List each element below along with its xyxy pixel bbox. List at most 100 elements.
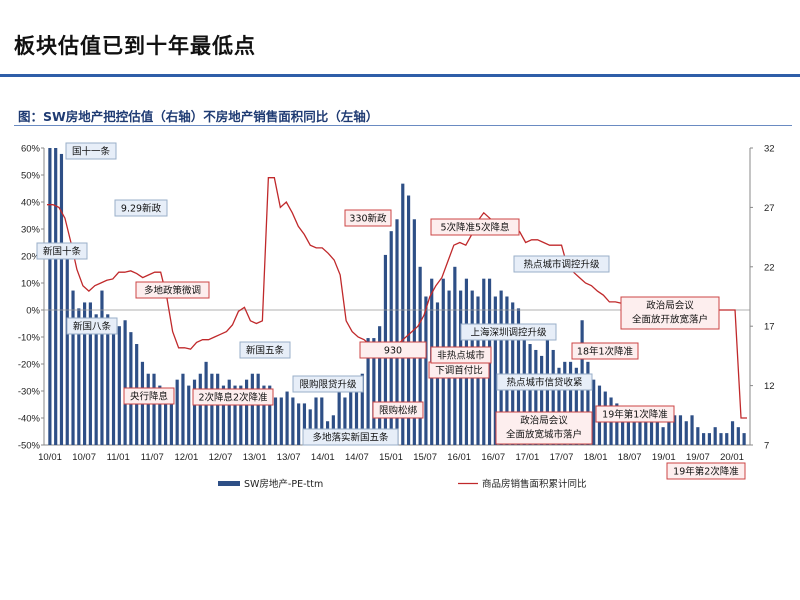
annotation-930: 930	[359, 341, 427, 359]
annotation-text: 330新政	[349, 213, 387, 225]
bar	[65, 243, 69, 445]
annotation-text: 全面放开放宽落户	[632, 314, 708, 326]
bar	[106, 314, 110, 445]
bar	[638, 409, 642, 445]
bar	[187, 385, 191, 445]
annotation-box	[123, 387, 175, 405]
bar	[667, 421, 671, 445]
x-tick-label: 11/01	[107, 452, 130, 463]
bar	[117, 326, 121, 445]
bar	[233, 385, 237, 445]
annotation-xiangousongbang: 限购松绑	[372, 401, 424, 419]
bar	[71, 290, 75, 445]
left-axis-tick-label: -10%	[18, 333, 41, 344]
annotation-xinguoba: 新国八条	[66, 317, 118, 335]
annotation-text: 19年第1次降准	[602, 409, 668, 421]
bar	[123, 320, 127, 445]
annotation-box	[372, 401, 424, 419]
annotation-text: 下调首付比	[435, 365, 483, 377]
right-axis-tick-label: 12	[764, 381, 775, 392]
bar	[320, 397, 324, 445]
annotation-box	[496, 373, 593, 391]
bar	[505, 296, 509, 445]
bar	[528, 344, 532, 445]
bar	[349, 379, 353, 445]
right-axis-tick-label: 17	[764, 322, 775, 333]
bar	[406, 195, 411, 445]
annotation-xinguoshi: 新国十条	[36, 242, 88, 260]
annotation-text: 新国五条	[246, 345, 285, 357]
annotation-19nian2: 19年第2次降准	[666, 462, 746, 480]
right-axis-tick-label: 22	[764, 262, 775, 273]
annotation-text: 央行降息	[130, 391, 168, 403]
annotation-text: 新国十条	[43, 246, 82, 258]
annotation-text: 上海深圳调控升级	[470, 327, 547, 339]
bar	[152, 373, 156, 445]
left-axis-tick-label: 10%	[21, 279, 41, 290]
left-axis-tick-label: 30%	[21, 225, 41, 236]
annotation-box	[430, 346, 492, 364]
x-tick-label: 14/01	[311, 452, 335, 463]
bar	[337, 391, 341, 445]
bar	[563, 361, 567, 445]
annotation-box	[65, 142, 117, 160]
bar	[158, 385, 162, 445]
legend-bar-swatch	[218, 481, 240, 486]
annotation-feire: 非热点城市	[430, 346, 492, 364]
bar	[493, 296, 497, 445]
annotation-box	[302, 428, 399, 446]
chart-caption: 图：SW房地产把控估值（右轴）不房地产销售面积同比（左轴）	[18, 109, 379, 124]
annotation-18nian: 18年1次降准	[571, 342, 639, 360]
bar	[522, 338, 526, 445]
bar	[111, 320, 116, 445]
x-tick-label: 17/07	[550, 452, 574, 463]
x-tick-label: 17/01	[516, 452, 540, 463]
annotation-guoshiyi: 国十一条	[65, 142, 117, 160]
bar	[661, 427, 665, 445]
bar	[389, 231, 393, 445]
bar	[88, 302, 92, 445]
left-axis-tick-label: -20%	[18, 360, 41, 371]
bar	[54, 148, 58, 445]
bar	[545, 338, 549, 445]
x-tick-label: 19/01	[652, 452, 676, 463]
left-axis-tick-label: 20%	[21, 252, 41, 263]
bar	[192, 379, 197, 445]
annotation-text: 热点城市调控升级	[523, 259, 600, 271]
bar	[702, 433, 706, 445]
annotation-box	[571, 342, 639, 360]
bar	[586, 361, 590, 445]
left-axis-tick-label: -40%	[18, 414, 41, 425]
annotation-redian: 热点城市调控升级	[513, 255, 610, 273]
bar	[198, 373, 202, 445]
left-axis-tick-label: 0%	[26, 306, 40, 317]
annotation-text: 新国八条	[73, 321, 112, 333]
legend-bar-label: SW房地产-PE-ttm	[244, 478, 323, 490]
annotation-box	[36, 242, 88, 260]
annotation-duodiluoshi: 多地落实新国五条	[302, 428, 399, 446]
bar	[94, 314, 98, 445]
annotation-text: 全面放宽城市落户	[506, 429, 582, 441]
x-tick-label: 10/01	[38, 452, 62, 463]
annotation-box	[495, 411, 593, 445]
bar	[285, 391, 289, 445]
annotation-text: 多地政策微调	[144, 285, 201, 297]
bar	[632, 415, 636, 445]
annotation-xiatiao: 下调首付比	[428, 361, 490, 379]
annotation-box	[135, 281, 210, 299]
bar	[302, 403, 307, 445]
x-tick-label: 14/07	[345, 452, 369, 463]
bar	[59, 153, 64, 445]
bar	[395, 219, 399, 445]
bar	[297, 403, 301, 445]
annotation-text: 政治局会议	[520, 415, 568, 427]
bar	[227, 379, 231, 445]
bar	[366, 338, 370, 445]
bar	[239, 385, 243, 445]
bar	[551, 349, 555, 445]
annotation-box	[292, 375, 364, 393]
bar	[719, 433, 723, 445]
